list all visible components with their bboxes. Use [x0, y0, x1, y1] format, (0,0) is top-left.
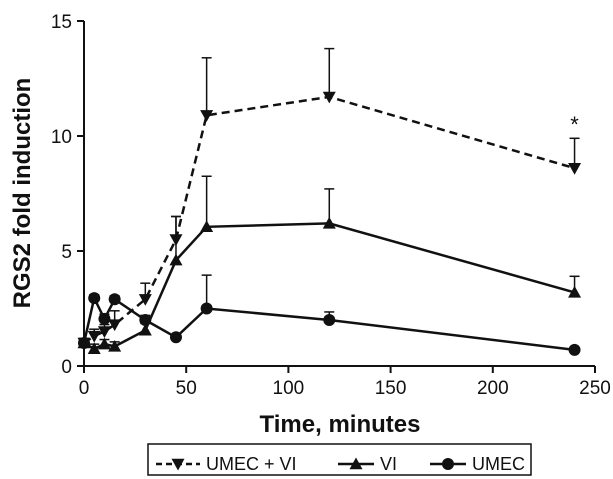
- legend-label: UMEC: [472, 454, 525, 474]
- legend-label: UMEC + VI: [206, 454, 297, 474]
- x-tick-label: 200: [477, 378, 509, 399]
- data-point: [108, 319, 122, 332]
- data-point: [200, 110, 214, 122]
- x-tick-label: 250: [579, 378, 611, 399]
- data-point: [98, 312, 111, 325]
- data-point: [138, 323, 152, 336]
- series-3: [78, 274, 581, 356]
- legend-entry-3: UMEC: [430, 454, 525, 474]
- data-point: [568, 343, 581, 356]
- data-point: [169, 253, 183, 266]
- legend-frame: [147, 443, 532, 476]
- data-point: [568, 163, 582, 175]
- data-point: [108, 339, 122, 352]
- data-point: [97, 337, 111, 350]
- data-point: [87, 342, 101, 354]
- data-point: [87, 330, 101, 343]
- legend-label: VI: [380, 454, 397, 474]
- data-point: [169, 331, 182, 344]
- data-point: [322, 216, 336, 229]
- x-tick-label: 50: [176, 378, 197, 399]
- data-point: [322, 91, 336, 104]
- series-line: [83, 222, 575, 351]
- x-axis: 0 50 100 150 200 250: [79, 365, 611, 399]
- data-point: [88, 292, 101, 305]
- x-tick-label: 0: [79, 378, 90, 399]
- data-point: [78, 337, 90, 349]
- legend-entry-2: VI: [338, 454, 397, 474]
- legend: UMEC + VI VI UMEC: [147, 443, 532, 476]
- legend-marker: [442, 458, 454, 470]
- y-tick-label: 0: [61, 357, 72, 378]
- legend-entry-1: UMEC + VI: [156, 454, 297, 474]
- x-tick-label: 150: [375, 378, 407, 399]
- data-point: [568, 285, 582, 298]
- significance-annotation: *: [570, 112, 579, 137]
- plot-area: [77, 47, 582, 356]
- y-axis-title: RGS2 fold induction: [9, 78, 36, 309]
- y-tick-label: 10: [51, 127, 72, 148]
- x-tick-label: 100: [273, 378, 305, 399]
- legend-marker: [349, 457, 363, 470]
- data-point: [200, 302, 213, 315]
- x-axis-title: Time, minutes: [260, 411, 421, 438]
- series-2: [77, 175, 582, 354]
- data-point: [138, 294, 152, 306]
- data-point: [139, 314, 152, 326]
- data-point: [323, 314, 336, 326]
- legend-marker: [171, 458, 185, 471]
- data-point: [200, 220, 214, 233]
- annotations: *: [570, 112, 579, 137]
- y-tick-label: 5: [61, 242, 72, 263]
- y-axis: 0 5 10 15: [51, 12, 85, 378]
- data-point: [108, 293, 121, 306]
- y-tick-label: 15: [51, 12, 72, 33]
- data-point: [97, 326, 111, 338]
